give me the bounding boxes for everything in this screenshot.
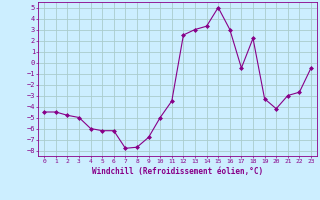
X-axis label: Windchill (Refroidissement éolien,°C): Windchill (Refroidissement éolien,°C) <box>92 167 263 176</box>
